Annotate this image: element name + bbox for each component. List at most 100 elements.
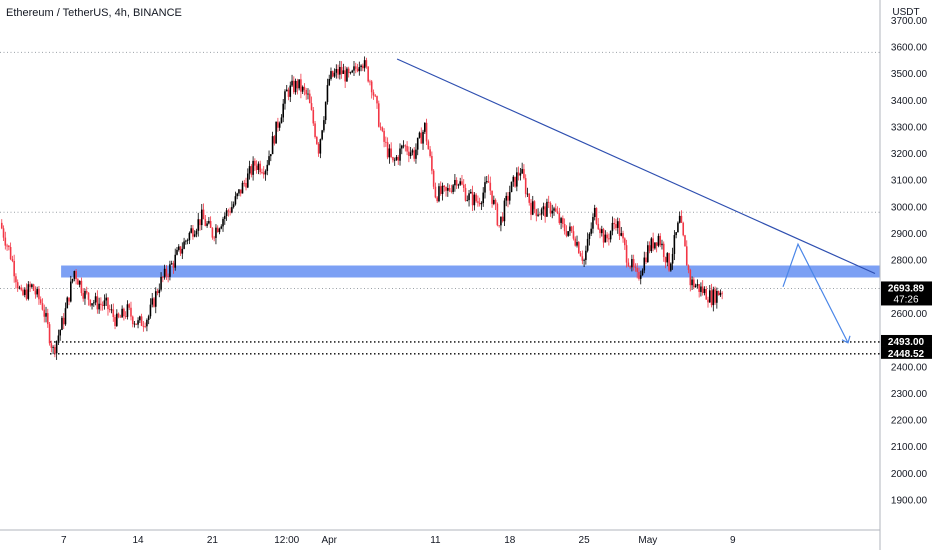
candle-body [553, 208, 555, 211]
price-tag-countdown: 47:26 [893, 294, 918, 305]
candle-body [147, 316, 150, 320]
candle-body [314, 123, 316, 137]
candle-body [489, 182, 492, 191]
candle-body [434, 186, 437, 198]
candle-body [457, 184, 460, 186]
candle-body [268, 156, 270, 165]
candle-body [195, 230, 198, 235]
candle-body [80, 280, 83, 294]
candle-body [298, 79, 300, 89]
candle-body [409, 152, 412, 157]
candle-body [395, 156, 398, 160]
candle-body [64, 308, 67, 325]
candle-body [328, 78, 331, 86]
candle-body [493, 199, 495, 204]
candle-body [374, 95, 377, 97]
candle-body [257, 163, 260, 170]
candle-body [427, 141, 430, 150]
candle-body [386, 142, 389, 158]
support-zone [61, 265, 881, 278]
candle-body [204, 219, 207, 226]
candle-body [31, 284, 33, 287]
candle-body [554, 208, 557, 212]
candle-body [500, 216, 502, 226]
candle-body [558, 213, 561, 223]
x-tick-label: 9 [730, 535, 736, 546]
candle-body [501, 216, 504, 222]
support-zone-group [61, 265, 881, 278]
chart-title: Ethereum / TetherUS, 4h, BINANCE [6, 7, 182, 19]
candle-body [116, 313, 118, 326]
candle-body [57, 335, 60, 342]
candle-body [464, 187, 467, 201]
candle-body [369, 81, 371, 83]
candle-body [308, 93, 311, 104]
y-tick-label: 3100.00 [891, 176, 928, 187]
candle-body [144, 326, 146, 327]
candle-body [670, 263, 672, 271]
candle-body [703, 289, 706, 294]
candle-body [289, 85, 292, 97]
candle-body [560, 218, 562, 223]
candle-body [121, 308, 123, 318]
candle-body [570, 226, 573, 232]
candle-body [239, 189, 242, 194]
candle-body [549, 202, 552, 214]
candle-body [264, 170, 267, 175]
candle-body [93, 302, 95, 304]
candle-body [172, 263, 175, 268]
candle-body [94, 296, 97, 303]
candle-body [346, 68, 348, 82]
candle-body [190, 228, 192, 233]
y-tick-label: 3000.00 [891, 202, 928, 213]
candle-body [82, 293, 84, 299]
candle-body [370, 81, 373, 93]
candle-body [34, 290, 37, 295]
candle-body [146, 319, 148, 327]
candle-body [85, 290, 88, 293]
candle-body [317, 143, 320, 154]
candle-body [202, 209, 205, 220]
candle-body [84, 290, 86, 299]
candle-body [254, 160, 256, 166]
x-tick-label: May [638, 535, 657, 546]
candle-body [620, 233, 623, 236]
candle-body [354, 66, 357, 69]
candle-body [393, 159, 396, 161]
candle-body [466, 200, 469, 201]
candle-body [654, 242, 656, 249]
candle-body [685, 246, 688, 266]
candle-body [666, 253, 669, 263]
candle-body [652, 238, 654, 249]
candle-body [507, 195, 509, 201]
y-tick-label: 2200.00 [891, 416, 928, 427]
candle-body [650, 238, 653, 252]
candle-body [441, 185, 444, 194]
candle-body [200, 209, 203, 226]
candle-body [107, 297, 109, 310]
candle-body [61, 317, 63, 330]
candle-body [415, 149, 417, 159]
candle-body [381, 127, 384, 131]
x-tick-label: 12:00 [274, 535, 299, 546]
candle-body [4, 237, 7, 246]
candle-body [206, 223, 208, 226]
candle-body [9, 247, 12, 260]
candle-body [705, 289, 708, 300]
candle-body [278, 123, 281, 128]
candle-body [54, 346, 56, 354]
candle-body [452, 185, 454, 192]
candle-body [565, 231, 568, 236]
candle-body [408, 151, 410, 157]
candle-body [682, 222, 685, 236]
candle-body [629, 266, 631, 268]
candle-body [188, 232, 191, 241]
candle-body [185, 240, 187, 242]
candle-body [546, 201, 548, 217]
candle-body [503, 200, 506, 222]
candle-body [321, 130, 323, 140]
candle-body [293, 80, 295, 93]
candle-body [404, 145, 407, 147]
candle-body [585, 250, 587, 260]
